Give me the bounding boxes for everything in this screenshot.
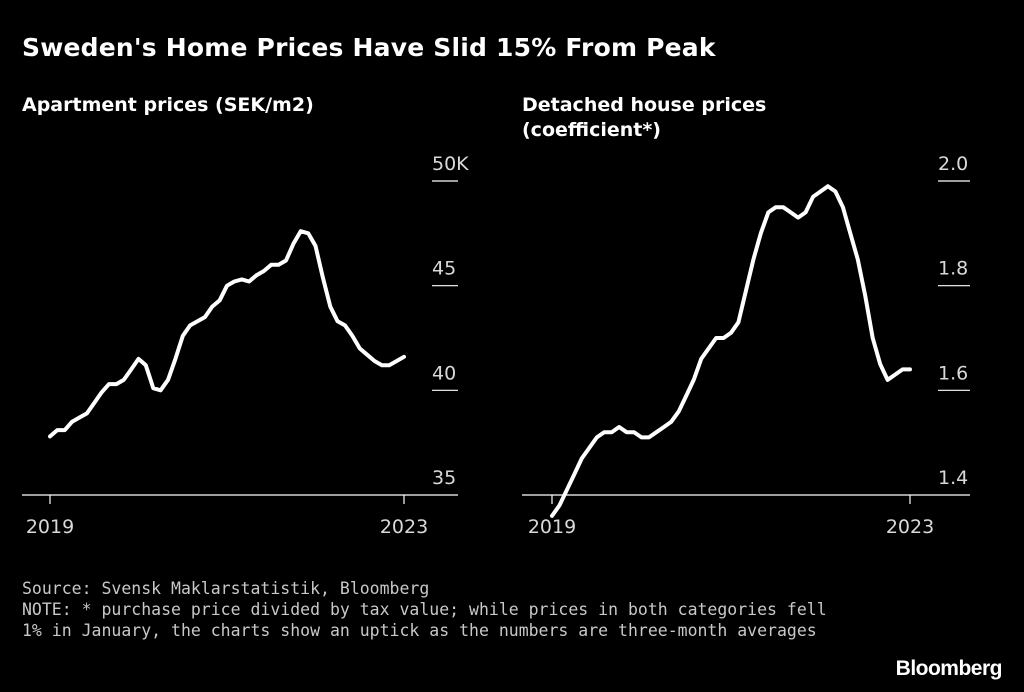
- apartment-price-line: [48, 229, 406, 439]
- apartment-y-tick-label: 40: [432, 362, 456, 384]
- detached-price-line: [550, 184, 912, 518]
- footer: Source: Svensk Maklarstatistik, Bloomber…: [22, 578, 842, 641]
- detached-y-tick-label: 2.0: [938, 153, 968, 175]
- detached-x-tick-label: 2023: [886, 516, 934, 538]
- detached-y-tick-label: 1.6: [938, 362, 968, 384]
- apartment-x-tick-label: 2023: [380, 516, 428, 538]
- apartment-y-tick-label: 45: [432, 258, 456, 280]
- detached-y-tick-label: 1.4: [938, 467, 968, 489]
- apartment-y-tick-label: 35: [432, 467, 456, 489]
- detached-x-tick-label: 2019: [528, 516, 576, 538]
- chart-title: Sweden's Home Prices Have Slid 15% From …: [22, 33, 716, 62]
- detached-y-tick-label: 1.8: [938, 258, 968, 280]
- source-note: Source: Svensk Maklarstatistik, Bloomber…: [22, 579, 430, 598]
- detached-chart-title: Detached house prices (coefficient*): [522, 94, 767, 141]
- apartment-chart-title: Apartment prices (SEK/m2): [22, 94, 314, 116]
- footnote: NOTE: * purchase price divided by tax va…: [22, 600, 827, 640]
- apartment-y-tick-label: 50K: [432, 153, 469, 175]
- apartment-x-tick-label: 2019: [26, 516, 74, 538]
- bloomberg-logo: Bloomberg: [895, 657, 1003, 680]
